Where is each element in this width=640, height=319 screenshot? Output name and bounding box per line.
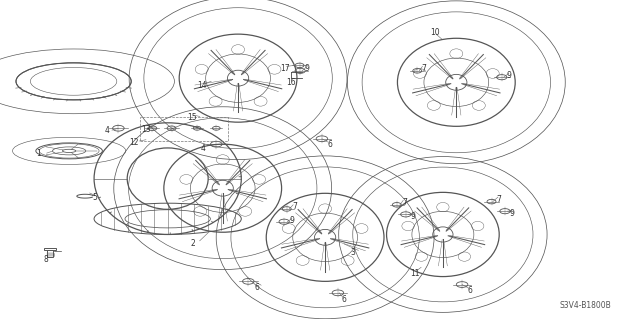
Text: 9: 9 [506, 71, 511, 80]
Text: 9: 9 [410, 212, 415, 221]
Text: 10: 10 [430, 28, 440, 37]
Text: 13: 13 [141, 125, 151, 134]
Text: 6: 6 [255, 283, 260, 292]
Text: 15: 15 [187, 113, 197, 122]
Text: 12: 12 [130, 138, 139, 147]
Text: 14: 14 [196, 81, 207, 90]
Text: 7: 7 [402, 198, 407, 207]
Text: S3V4-B1800B: S3V4-B1800B [559, 301, 611, 310]
Bar [47, 250, 53, 257]
Text: 6: 6 [468, 286, 473, 295]
Text: 8: 8 [44, 255, 49, 263]
Text: 3: 3 [351, 248, 356, 257]
Text: 6: 6 [342, 295, 347, 304]
Text: 9: 9 [305, 64, 310, 73]
Bar [140, 117, 228, 141]
Text: 1: 1 [36, 149, 41, 158]
Text: 4: 4 [105, 126, 110, 135]
Text: 7: 7 [497, 195, 502, 204]
Text: 17: 17 [280, 64, 290, 73]
Text: 7: 7 [292, 202, 297, 211]
Text: 16: 16 [286, 78, 296, 87]
Text: 9: 9 [509, 209, 515, 218]
Bar [44, 248, 56, 250]
Text: 5: 5 [92, 193, 97, 202]
Text: 6: 6 [327, 140, 332, 149]
Text: 2: 2 [191, 239, 196, 248]
Text: 11: 11 [410, 269, 419, 278]
Text: 4: 4 [201, 144, 206, 153]
Text: 9: 9 [289, 216, 294, 225]
Text: 7: 7 [421, 64, 426, 73]
